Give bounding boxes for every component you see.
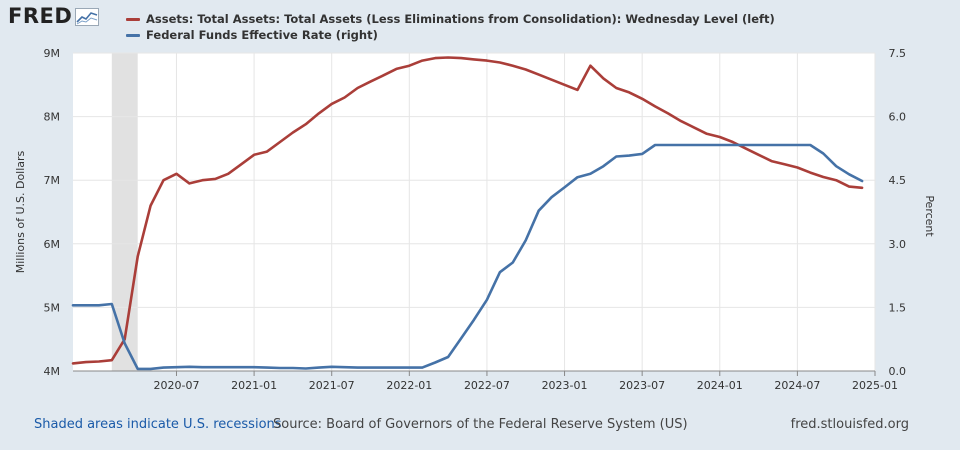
recession-note-link[interactable]: Shaded areas indicate U.S. recessions xyxy=(34,417,282,432)
x-tick-label: 2024-07 xyxy=(774,379,820,392)
recession-band xyxy=(111,53,138,371)
series-line-assets[interactable] xyxy=(71,56,864,365)
x-tick-label: 2022-01 xyxy=(386,379,432,392)
y-right-tick-label: 0.0 xyxy=(889,365,907,378)
x-tick-label: 2022-07 xyxy=(464,379,510,392)
site-credit: fred.stlouisfed.org xyxy=(790,417,909,432)
y-left-tick-label: 4M xyxy=(44,365,61,378)
y-left-tick-label: 5M xyxy=(44,301,61,314)
legend-item-assets[interactable]: Assets: Total Assets: Total Assets (Less… xyxy=(126,11,775,27)
x-tick-label: 2021-07 xyxy=(309,379,355,392)
y-right-tick-label: 1.5 xyxy=(889,301,907,314)
y-left-tick-label: 8M xyxy=(44,111,61,124)
y-left-tick-label: 9M xyxy=(44,47,61,60)
plot-background xyxy=(73,53,875,371)
legend-label-assets: Assets: Total Assets: Total Assets (Less… xyxy=(146,12,775,26)
x-tick-label: 2025-01 xyxy=(852,379,898,392)
x-tick-label: 2024-01 xyxy=(697,379,743,392)
chart-logo-icon xyxy=(75,7,100,26)
y-left-tick-label: 7M xyxy=(44,174,61,187)
x-tick-label: 2020-07 xyxy=(153,379,199,392)
fred-logo[interactable]: FRED xyxy=(8,4,100,28)
source-note: Source: Board of Governors of the Federa… xyxy=(273,417,688,432)
legend-label-fedfunds: Federal Funds Effective Rate (right) xyxy=(146,28,378,42)
x-tick-label: 2023-01 xyxy=(542,379,588,392)
x-tick-label: 2023-07 xyxy=(619,379,665,392)
y-right-tick-label: 3.0 xyxy=(889,238,907,251)
y-right-tick-label: 4.5 xyxy=(889,174,907,187)
y-right-tick-label: 7.5 xyxy=(889,47,907,60)
x-tick-label: 2021-01 xyxy=(231,379,277,392)
logo-text: FRED xyxy=(8,4,73,28)
legend-swatch-fedfunds xyxy=(126,33,140,37)
chart-legend: Assets: Total Assets: Total Assets (Less… xyxy=(126,11,775,43)
y-right-tick-label: 6.0 xyxy=(889,111,907,124)
series-line-fedfunds[interactable] xyxy=(71,143,864,371)
right-axis-title: Percent xyxy=(923,195,936,237)
y-left-tick-label: 6M xyxy=(44,238,61,251)
left-axis-title: Millions of U.S. Dollars xyxy=(14,150,27,273)
legend-swatch-assets xyxy=(126,17,140,21)
legend-item-fedfunds[interactable]: Federal Funds Effective Rate (right) xyxy=(126,27,775,43)
